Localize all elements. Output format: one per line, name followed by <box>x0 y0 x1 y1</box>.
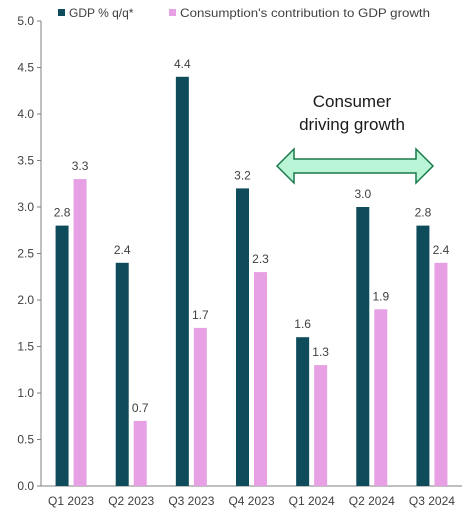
bars <box>55 76 448 487</box>
bar-consumption <box>254 272 267 486</box>
legend: GDP % q/q* Consumption's contribution to … <box>58 6 430 20</box>
y-tick-label: 1.0 <box>17 386 34 400</box>
data-label-gdp: 4.4 <box>174 57 191 71</box>
data-label-gdp: 3.0 <box>354 187 371 201</box>
data-label-consumption: 0.7 <box>132 401 149 415</box>
y-tick-label: 3.0 <box>17 200 34 214</box>
bar-consumption <box>73 179 87 486</box>
bar-gdp <box>296 337 310 486</box>
legend-label-gdp: GDP % q/q* <box>69 6 134 20</box>
data-label-gdp: 2.4 <box>114 243 131 257</box>
bar-consumption <box>434 262 448 486</box>
bar-consumption <box>133 420 147 486</box>
annotation-line-1: Consumer <box>313 92 392 111</box>
bar-gdp <box>55 225 69 486</box>
x-tick-label: Q3 2024 <box>409 494 455 508</box>
y-tick-label: 2.5 <box>17 247 34 261</box>
x-tick-label: Q2 2024 <box>349 494 395 508</box>
data-label-gdp: 2.8 <box>54 206 71 220</box>
data-label-gdp: 2.8 <box>415 206 432 220</box>
y-tick-label: 4.5 <box>17 61 34 75</box>
bar-gdp <box>416 225 430 486</box>
y-tick-label: 1.5 <box>17 340 34 354</box>
data-labels: 2.8 3.3 2.4 0.7 4.4 1.7 3.2 2.3 1.61.3 3.0 1.9 2.8 2… <box>54 57 450 415</box>
y-tick-label: 5.0 <box>17 14 34 28</box>
y-tick-label: 3.5 <box>17 154 34 168</box>
x-tick-label: Q4 2023 <box>228 494 274 508</box>
data-label-gdp: 3.2 <box>234 168 251 182</box>
y-tick-label: 2.0 <box>17 293 34 307</box>
data-label-consumption: 1.3 <box>312 345 329 359</box>
bar-gdp <box>356 207 370 486</box>
data-label-consumption: 2.3 <box>252 252 269 266</box>
bar-gdp <box>175 76 189 487</box>
x-tick-label: Q1 2023 <box>48 494 94 508</box>
bar-consumption <box>193 327 207 486</box>
y-tick-label: 4.0 <box>17 107 34 121</box>
data-label-gdp: 1.6 <box>294 317 311 331</box>
x-tick-label: Q3 2023 <box>168 494 214 508</box>
annotation: Consumer driving growth <box>275 92 435 185</box>
double-arrow <box>275 147 435 185</box>
data-label-consumption: 3.3 <box>72 159 89 173</box>
legend-swatch-consumption <box>169 9 176 16</box>
annotation-line-2: driving growth <box>299 115 405 134</box>
data-label-consumption: 1.7 <box>192 308 209 322</box>
y-tick-label: 0.0 <box>17 479 34 493</box>
bar-consumption <box>314 365 328 486</box>
bar-consumption <box>374 309 388 486</box>
legend-label-consumption: Consumption's contribution to GDP growth <box>180 6 430 20</box>
legend-swatch-gdp <box>58 9 65 16</box>
data-label-consumption: 1.9 <box>372 289 389 303</box>
y-tick-label: 0.5 <box>17 433 34 447</box>
x-tick-label: Q2 2023 <box>108 494 154 508</box>
bar-gdp <box>115 262 129 486</box>
bar-gdp <box>236 188 249 486</box>
x-tick-label: Q1 2024 <box>289 494 335 508</box>
axes: 0.0 0.5 1.0 1.5 2.0 2.5 3.0 3.5 4.0 4.5 5.0 Q1 2023… <box>17 14 462 508</box>
data-label-consumption: 2.4 <box>433 243 450 257</box>
